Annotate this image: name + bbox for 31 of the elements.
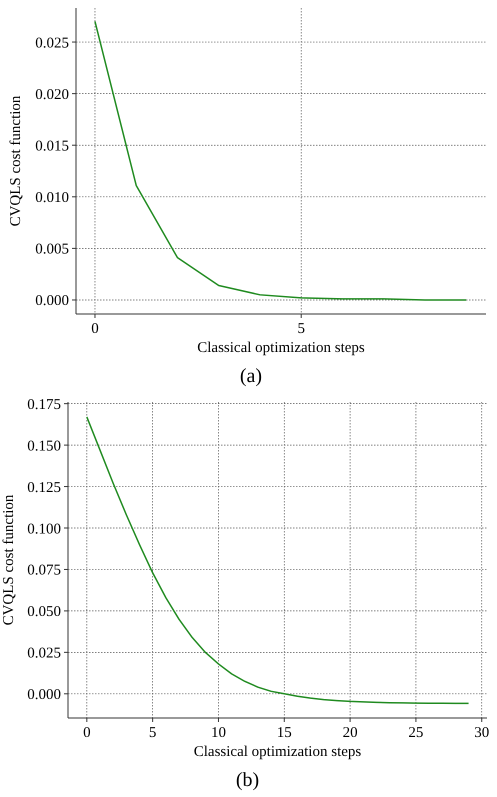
line-series <box>94 20 467 301</box>
y-tick-label: 0.005 <box>35 242 69 258</box>
y-tick-label: 0.125 <box>27 480 61 496</box>
y-tick-label: 0.015 <box>35 138 69 154</box>
x-tick-label: 25 <box>408 725 424 741</box>
y-tick-label: 0.150 <box>27 438 61 454</box>
x-tick-label: 5 <box>148 725 156 741</box>
x-tick-label: 0 <box>83 725 91 741</box>
x-tick-label: 5 <box>297 321 305 337</box>
text: (a) <box>240 365 262 387</box>
line-series <box>86 416 470 704</box>
text: (b) <box>236 769 260 791</box>
y-tick-label: 0.020 <box>35 86 69 103</box>
x-tick-label: 0 <box>91 321 99 337</box>
y-tick-label: 0.175 <box>27 396 61 413</box>
y-tick-label: 0.025 <box>27 646 61 662</box>
x-tick-label: 20 <box>342 725 358 741</box>
x-axis-title: Classical optimization steps <box>197 340 365 356</box>
y-axis-title: CVQLS cost function <box>1 494 17 626</box>
y-tick-label: 0.000 <box>35 293 69 310</box>
x-tick-label: 30 <box>474 725 490 741</box>
y-tick-label: 0.000 <box>27 687 61 704</box>
x-tick-label: 10 <box>210 725 226 741</box>
y-tick-label: 0.100 <box>27 521 61 538</box>
x-tick-label: 15 <box>276 725 292 741</box>
y-tick-label: 0.010 <box>35 190 69 206</box>
y-axis-title: CVQLS cost function <box>8 95 24 226</box>
x-axis-title: Classical optimization steps <box>194 744 362 760</box>
y-tick-label: 0.050 <box>27 604 61 620</box>
y-tick-label: 0.075 <box>27 562 61 579</box>
y-tick-label: 0.025 <box>35 35 69 52</box>
